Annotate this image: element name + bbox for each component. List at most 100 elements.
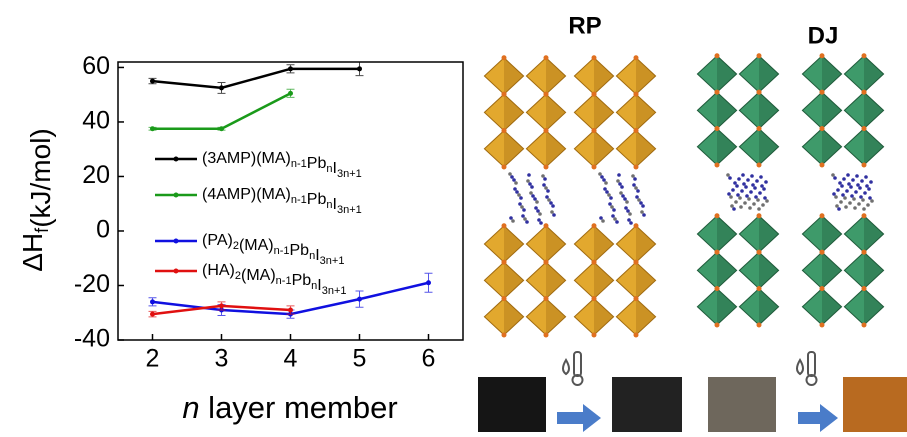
molecule-atom — [840, 184, 844, 188]
atom — [757, 286, 762, 291]
molecule-atom — [756, 198, 760, 202]
molecule-atom — [738, 196, 742, 200]
octahedron-face — [759, 252, 779, 288]
molecule-atom — [758, 191, 762, 195]
molecule-atom — [508, 172, 512, 176]
rp-label: RP — [568, 12, 601, 39]
data-point — [219, 85, 224, 90]
atom — [820, 90, 825, 95]
octahedron-face — [504, 94, 524, 130]
molecule-atom — [546, 189, 550, 193]
atom — [634, 55, 639, 60]
photo-dj-after — [843, 377, 907, 432]
molecule-atom — [602, 178, 606, 182]
molecule-atom — [755, 179, 759, 183]
x-tick-label: 6 — [422, 345, 436, 373]
photo-dj-before — [708, 377, 776, 432]
molecule-atom — [535, 200, 539, 204]
atom — [862, 250, 867, 255]
atom — [634, 296, 639, 301]
atom — [820, 323, 825, 328]
molecule-atom — [517, 193, 521, 197]
octahedron-face — [864, 289, 884, 325]
molecule-atom — [526, 179, 530, 183]
molecule-atom — [727, 192, 731, 196]
molecule-atom — [744, 185, 748, 189]
molecule-atom — [605, 190, 609, 194]
y-tick-label: 20 — [82, 161, 110, 189]
molecule-atom — [549, 201, 553, 205]
molecule-atom — [855, 174, 859, 178]
illustrations — [478, 53, 907, 432]
molecule-atom — [844, 205, 848, 209]
data-point — [288, 308, 293, 313]
molecule-atom — [867, 187, 871, 191]
molecule-atom — [858, 186, 862, 190]
octahedron-face — [717, 252, 737, 288]
data-point — [150, 299, 155, 304]
molecule-atom — [733, 181, 737, 185]
molecule-atom — [637, 198, 641, 202]
atom — [634, 165, 639, 170]
y-tick-label: 60 — [82, 52, 110, 80]
atom — [862, 126, 867, 131]
atom — [544, 92, 549, 97]
octahedron-face — [864, 252, 884, 288]
octahedron-face — [504, 299, 524, 335]
octahedron-face — [759, 129, 779, 165]
molecule-atom — [612, 208, 616, 212]
molecule-atom — [519, 196, 523, 200]
octahedron-face — [636, 58, 656, 94]
molecule-atom — [601, 219, 605, 223]
molecule-atom — [749, 190, 753, 194]
molecule-atom — [541, 174, 545, 178]
arrow — [557, 404, 601, 432]
molecule-atom — [752, 202, 756, 206]
molecule-atom — [542, 183, 546, 187]
molecule-atom — [512, 178, 516, 182]
molecule-atom — [609, 196, 613, 200]
molecule-atom — [641, 204, 645, 208]
molecule-atom — [838, 181, 842, 185]
molecule-atom — [761, 203, 765, 207]
molecule-atom — [848, 201, 852, 205]
atom — [715, 126, 720, 131]
octahedron-face — [504, 226, 524, 262]
atom — [715, 323, 720, 328]
molecule-atom — [863, 191, 867, 195]
data-point — [357, 297, 362, 302]
atom — [820, 250, 825, 255]
atom — [502, 165, 507, 170]
molecule-atom — [847, 182, 851, 186]
atom — [715, 250, 720, 255]
molecule-atom — [624, 206, 628, 210]
atom — [757, 126, 762, 131]
molecule-atom — [528, 182, 532, 186]
molecule-atom — [753, 186, 757, 190]
atom — [592, 296, 597, 301]
molecule-atom — [868, 196, 872, 200]
photo-rp-after — [612, 377, 682, 432]
atom — [757, 163, 762, 168]
atom — [757, 323, 762, 328]
octahedron-face — [636, 226, 656, 262]
molecule-atom — [742, 182, 746, 186]
molecule-atom — [617, 173, 621, 177]
molecule-atom — [520, 205, 524, 209]
atom — [544, 55, 549, 60]
molecule-atom — [603, 187, 607, 191]
molecule-atom — [735, 184, 739, 188]
molecule-atom — [518, 202, 522, 206]
x-axis-label: n layer member — [182, 390, 397, 425]
atom — [820, 213, 825, 218]
molecule-atom — [514, 181, 518, 185]
molecule-atom — [831, 173, 835, 177]
molecule-atom — [613, 217, 617, 221]
y-tick-label: 0 — [96, 216, 110, 244]
octahedron-face — [717, 289, 737, 325]
atom — [715, 163, 720, 168]
molecule-atom — [523, 217, 527, 221]
octahedron-face — [636, 262, 656, 298]
molecule-atom — [859, 195, 863, 199]
atom — [715, 286, 720, 291]
